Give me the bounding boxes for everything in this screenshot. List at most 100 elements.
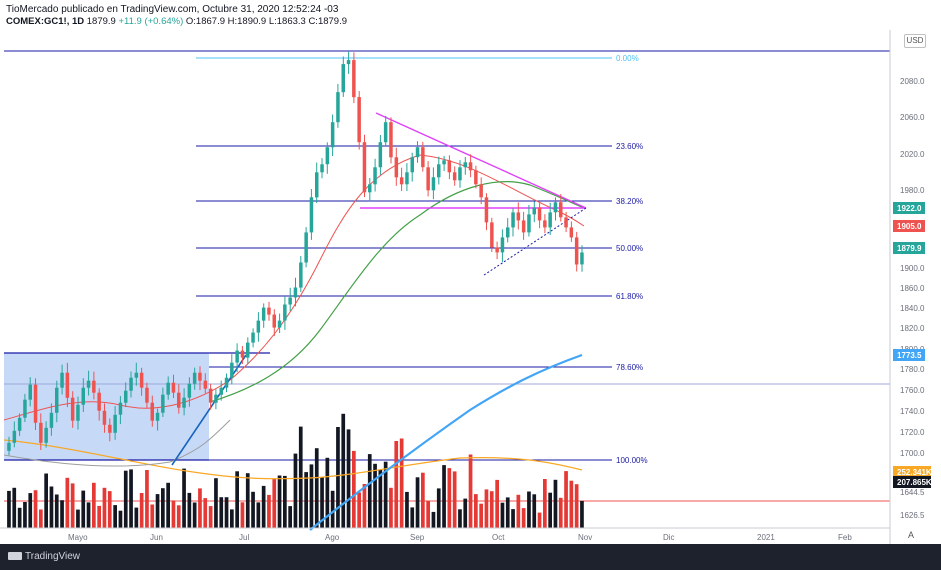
volume-bar: [447, 468, 452, 528]
candle-body: [246, 342, 250, 358]
volume-bar: [362, 484, 367, 528]
volume-bar: [113, 505, 117, 528]
volume-bar: [161, 488, 165, 528]
price-tick-label: 1860.0: [900, 284, 925, 293]
volume-bar: [129, 469, 133, 528]
volume-bar: [12, 487, 17, 528]
volume-bar: [192, 502, 197, 528]
candle-body: [346, 60, 351, 65]
volume-bar: [150, 504, 155, 528]
sma-slow-line: [309, 353, 583, 531]
trendlines: [171, 112, 587, 466]
sma-mid-line: [209, 181, 585, 403]
volume-bar: [410, 507, 415, 528]
candle-body: [383, 122, 388, 143]
candle-body: [362, 142, 367, 193]
candle-body: [410, 157, 414, 173]
candle-body: [389, 122, 393, 158]
candle-body: [113, 414, 117, 433]
volume-bar: [198, 488, 202, 528]
price-axis[interactable]: 2080.02060.02020.01980.01940.01900.01860…: [889, 30, 941, 544]
volume-bars: [7, 413, 584, 528]
price-tick-label: 1900.0: [900, 264, 925, 273]
candle-body: [336, 92, 340, 123]
candle-body: [166, 382, 170, 395]
candle-body: [458, 167, 462, 181]
consolidation-box: [4, 352, 270, 461]
candle-body: [569, 227, 574, 238]
descending-trendline: [375, 112, 587, 209]
tradingview-logo[interactable]: TradingView: [8, 551, 80, 562]
price-tick-label: 1720.0: [900, 428, 925, 437]
volume-bar: [28, 493, 33, 528]
candle-body: [437, 164, 441, 178]
volume-bar: [325, 457, 330, 528]
volume-bar: [272, 478, 277, 528]
currency-button[interactable]: USD: [904, 34, 926, 48]
candle-body: [235, 350, 239, 363]
symbol[interactable]: COMEX:GC1!, 1D: [6, 16, 85, 27]
candle-body: [203, 380, 208, 389]
candle-body: [240, 350, 245, 358]
time-tick-label: Mayo: [68, 533, 88, 542]
candle-body: [134, 372, 139, 378]
volume-bar: [86, 502, 91, 528]
price-label-box: [893, 202, 925, 214]
candle-body: [28, 384, 32, 400]
candle-body: [293, 287, 298, 298]
price-label-box: [893, 220, 925, 232]
price-label-text: 207.865K: [897, 478, 932, 487]
volume-bar: [245, 473, 250, 528]
volume-bar: [558, 497, 563, 528]
candle-body: [17, 417, 22, 431]
tradingview-icon: [8, 552, 22, 561]
candle-body: [39, 422, 43, 443]
candle-body: [543, 220, 547, 228]
volume-bar: [171, 500, 176, 528]
volume-bar: [336, 427, 340, 528]
volume-bar: [314, 448, 319, 528]
fib-label: 78.60%: [616, 363, 643, 372]
candle-body: [468, 162, 473, 171]
candle-body: [283, 304, 287, 321]
candle-body: [299, 262, 303, 288]
candle-body: [92, 380, 96, 393]
gray-ma-line: [3, 419, 231, 467]
candle-body: [537, 207, 542, 221]
volume-bar: [479, 503, 483, 528]
candle-body: [277, 320, 282, 328]
candle-body: [431, 177, 436, 191]
price-tick-label: 1980.0: [900, 186, 925, 195]
volume-bar: [452, 471, 457, 528]
last-price: 1879.9: [86, 16, 116, 27]
volume-bar: [208, 506, 213, 528]
volume-bar: [516, 494, 521, 528]
volume-bar: [65, 477, 70, 528]
symbol-line: COMEX:GC1!, 1D 1879.9 +11.9 (+0.64%) O:1…: [6, 16, 347, 27]
time-axis[interactable]: Mayo Jun Jul Ago Sep Oct Nov Dic 2021 Feb: [0, 527, 890, 542]
candle-body: [474, 170, 478, 185]
candle-body: [511, 212, 515, 228]
volume-bar: [288, 506, 292, 528]
candle-body: [44, 427, 48, 443]
volume-bar: [341, 413, 346, 528]
breakout-line: [171, 354, 247, 466]
candle-body: [81, 387, 85, 405]
time-tick-label: Jul: [239, 533, 249, 542]
candle-body: [251, 332, 255, 343]
volume-bar: [553, 479, 558, 528]
volume-bar: [415, 477, 420, 528]
volume-bar: [33, 490, 38, 528]
volume-bar: [23, 502, 27, 528]
candle-body: [145, 387, 149, 403]
volume-bar: [458, 509, 462, 528]
chart-header: TioMercado publicado en TradingView.com,…: [0, 0, 941, 30]
auto-scale-button[interactable]: A: [908, 530, 915, 540]
volume-bar: [298, 426, 303, 528]
price-label-text: 1922.0: [897, 204, 922, 213]
candle-body: [532, 207, 536, 215]
candle-body: [368, 184, 372, 193]
candle-body: [70, 397, 75, 421]
candle-body: [76, 404, 80, 421]
